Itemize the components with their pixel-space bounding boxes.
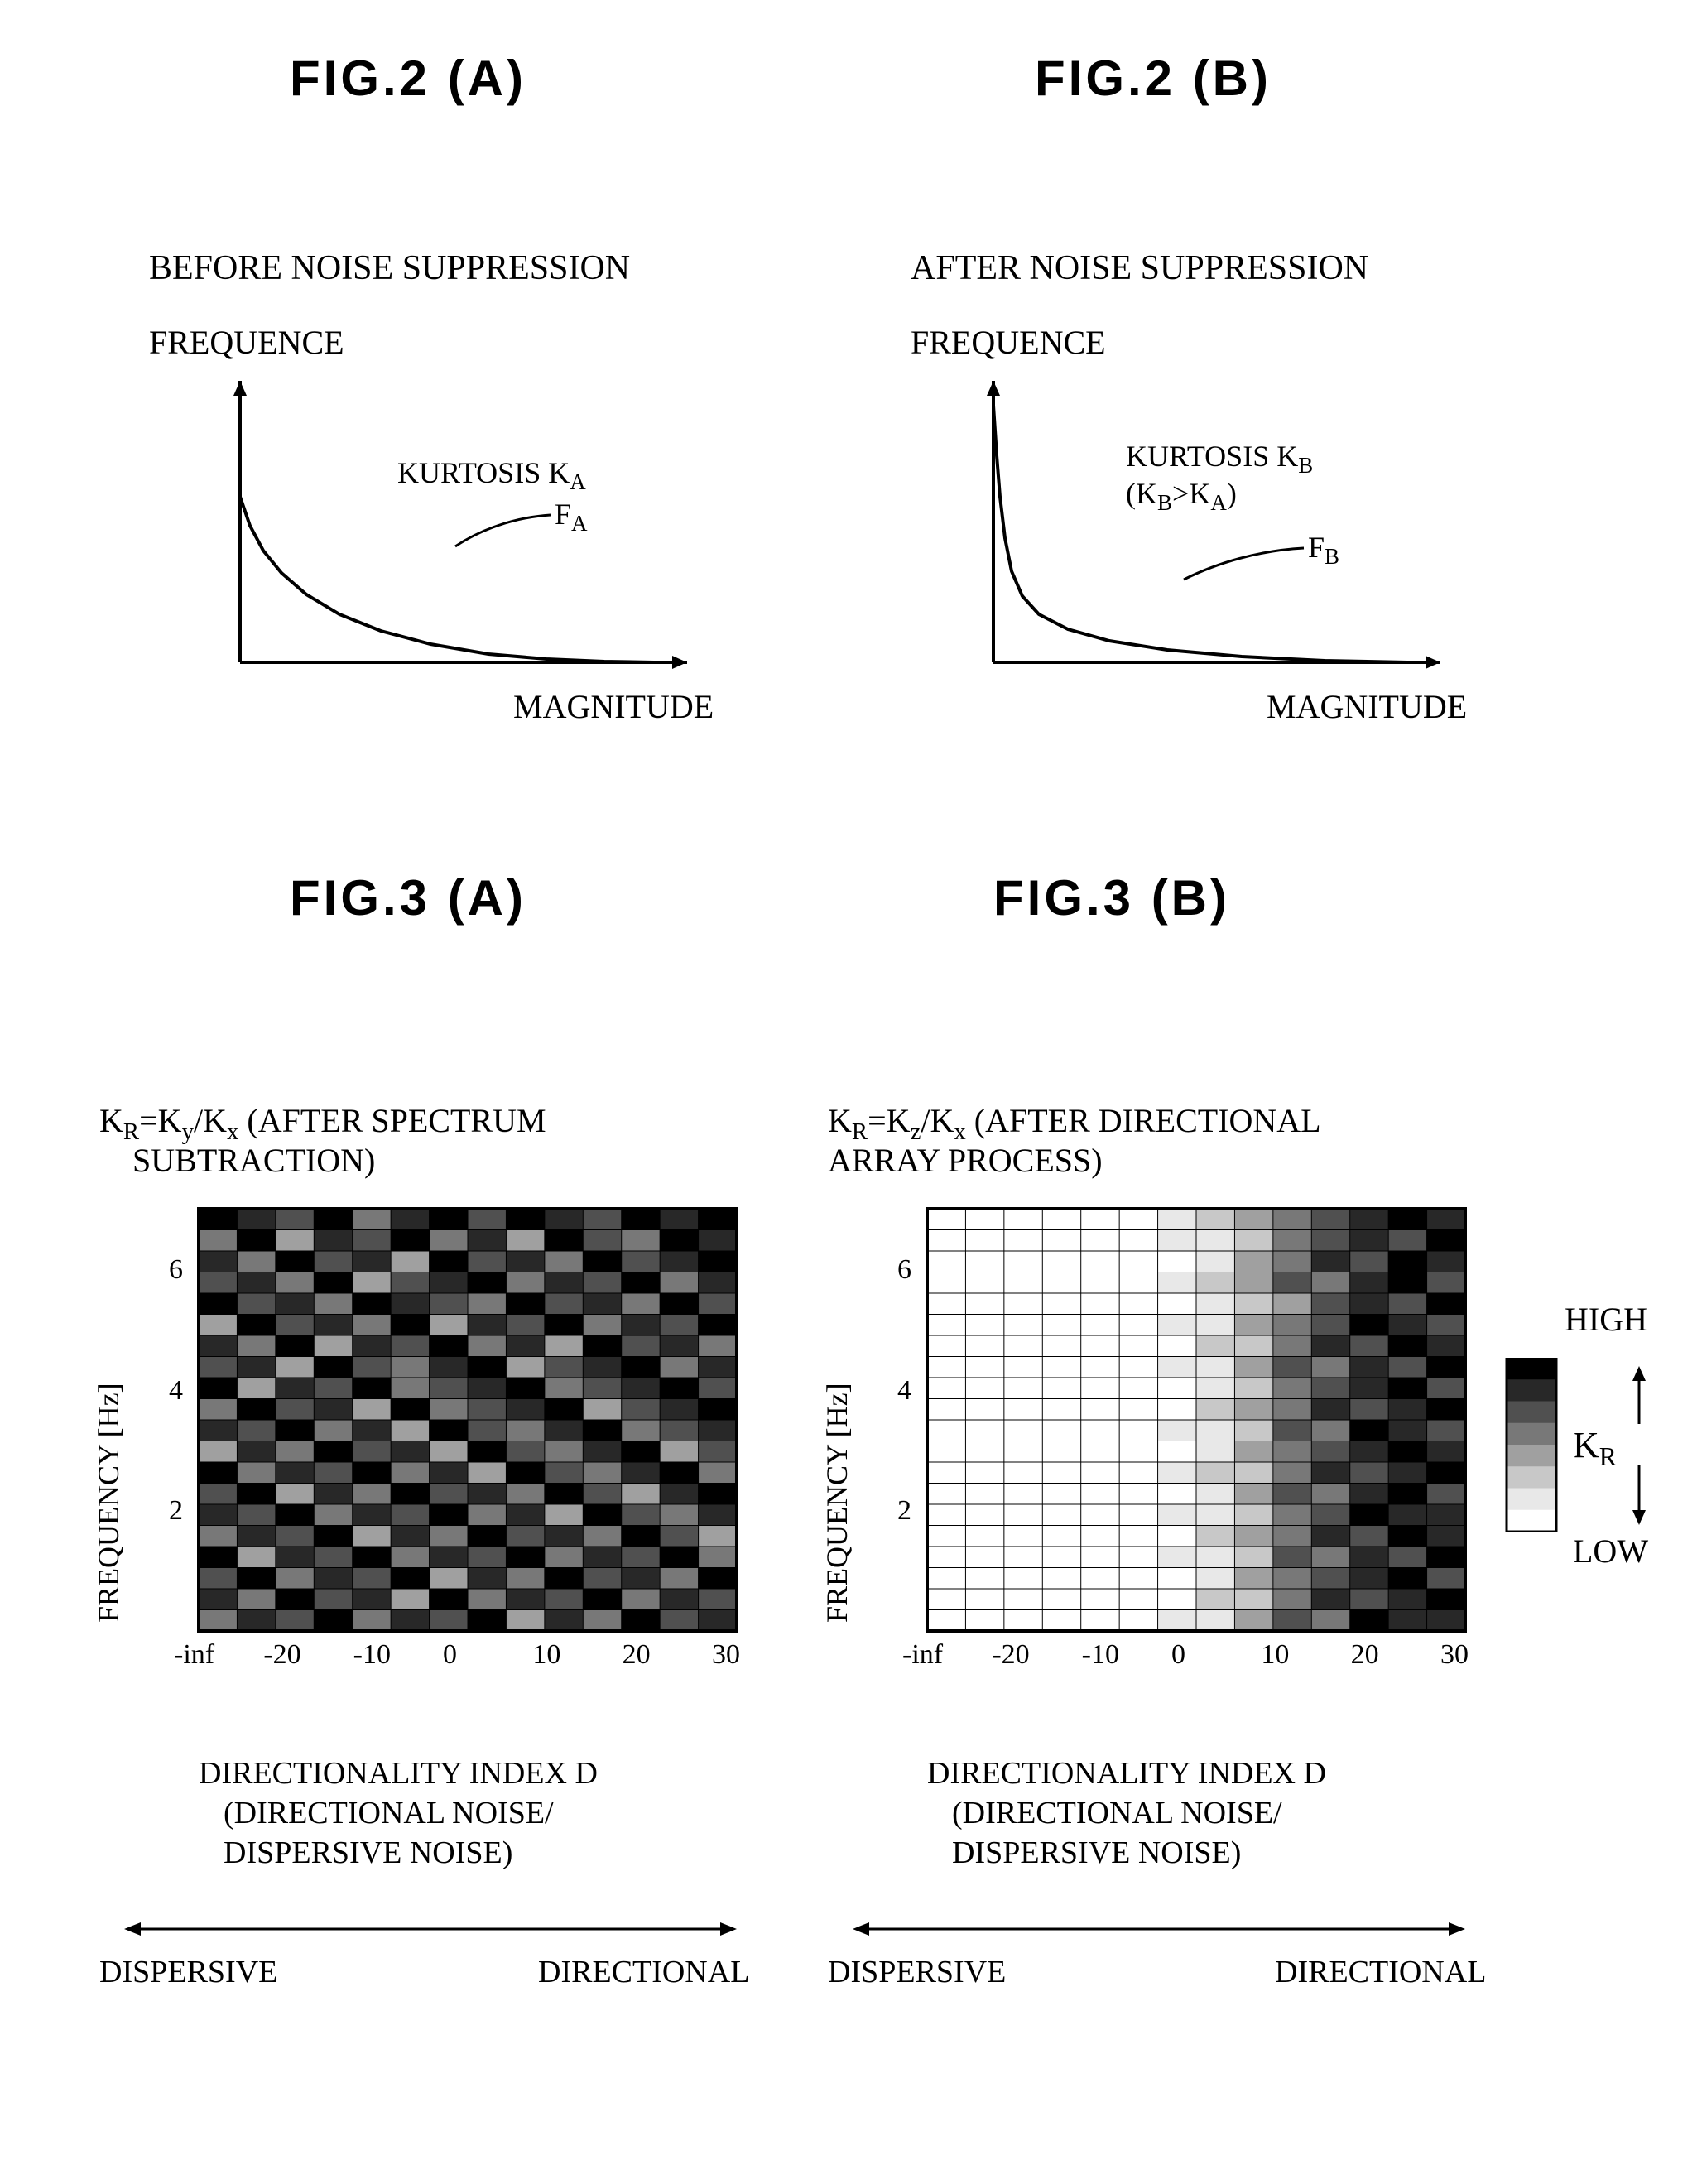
f3a-k: K [99, 1102, 123, 1139]
xtick: 10 [1261, 1639, 1289, 1671]
fig2a-chart [207, 364, 704, 695]
fig2a-kurtosis-sub: A [570, 469, 586, 494]
fig3b-xlabel3: DISPERSIVE NOISE) [952, 1835, 1241, 1871]
fig2a-kurtosis-text: KURTOSIS K [397, 456, 570, 489]
fig2b-xlabel: MAGNITUDE [1267, 687, 1467, 726]
xtick: 30 [712, 1639, 740, 1671]
legend-kr: KR [1573, 1424, 1617, 1472]
fig3a-formula2: SUBTRACTION) [132, 1141, 375, 1180]
fig2a-xlabel: MAGNITUDE [513, 687, 714, 726]
legend-kr-r: R [1599, 1442, 1617, 1471]
kr-legend [1498, 1358, 1573, 1532]
fig3a-dispersive: DISPERSIVE [99, 1954, 277, 1990]
fig3b-heatmap [877, 1200, 1474, 1681]
fig3b-xlabel2: (DIRECTIONAL NOISE/ [952, 1795, 1282, 1831]
fig2a-title: FIG.2 (A) [290, 50, 526, 107]
f3b-rest: (AFTER DIRECTIONAL [974, 1102, 1321, 1139]
ytick: 6 [897, 1254, 911, 1286]
fig2b-subtitle: AFTER NOISE SUPPRESSION [911, 248, 1368, 288]
fig2b-kurtosis-text: KURTOSIS K [1126, 440, 1298, 473]
xtick: -10 [1082, 1639, 1119, 1671]
xtick: 20 [623, 1639, 651, 1671]
fig2b-extra-end: ) [1227, 477, 1237, 510]
f3b-eq: =K [868, 1102, 910, 1139]
fig3a-ylabel: FREQUENCY [Hz] [91, 1383, 126, 1623]
xtick: 0 [443, 1639, 457, 1671]
f3b-sl: /K [921, 1102, 954, 1139]
xtick: 0 [1171, 1639, 1185, 1671]
fig2b-extra-mid: >K [1172, 477, 1210, 510]
fig3b-formula: KR=Kz/Kx (AFTER DIRECTIONAL [828, 1101, 1321, 1146]
fig3a-xlabel1: DIRECTIONALITY INDEX D [199, 1755, 598, 1792]
f3a-sl: /K [194, 1102, 227, 1139]
fig2b-ylabel: FREQUENCE [911, 323, 1106, 362]
xtick: -20 [263, 1639, 300, 1671]
fig2b-fb-sub: B [1325, 544, 1339, 569]
fig2a-curve-label: FA [555, 497, 588, 536]
f3a-rest: (AFTER SPECTRUM [247, 1102, 546, 1139]
fig2b-title: FIG.2 (B) [1035, 50, 1272, 107]
fig3b-direction-arrow [828, 1904, 1490, 1954]
xtick: -20 [992, 1639, 1029, 1671]
fig2b-kurtosis-extra: (KB>KA) [1126, 476, 1237, 516]
legend-kr-k: K [1573, 1425, 1599, 1465]
fig3b-directional: DIRECTIONAL [1275, 1954, 1486, 1990]
ytick: 6 [169, 1254, 183, 1286]
fig3a-directional: DIRECTIONAL [538, 1954, 749, 1990]
fig2a-fa-sub: A [571, 511, 588, 536]
fig2b-kurtosis: KURTOSIS KB [1126, 439, 1313, 479]
fig3b-title: FIG.3 (B) [993, 869, 1230, 926]
fig3b-formula2: ARRAY PROCESS) [828, 1141, 1103, 1180]
fig3b-dispersive: DISPERSIVE [828, 1954, 1006, 1990]
fig2a-fa: F [555, 498, 571, 531]
f3b-k: K [828, 1102, 852, 1139]
xtick: -inf [902, 1639, 943, 1671]
fig3a-title: FIG.3 (A) [290, 869, 526, 926]
fig2b-chart [960, 364, 1457, 695]
fig3a-formula: KR=Ky/Kx (AFTER SPECTRUM [99, 1101, 546, 1146]
xtick: 30 [1440, 1639, 1469, 1671]
fig2b-extra-1: (K [1126, 477, 1157, 510]
f3a-eq: =K [139, 1102, 181, 1139]
fig2b-fb: F [1308, 531, 1325, 564]
fig3a-heatmap [149, 1200, 745, 1681]
legend-high: HIGH [1565, 1300, 1647, 1339]
xtick: 20 [1351, 1639, 1379, 1671]
fig3a-direction-arrow [99, 1904, 762, 1954]
fig3b-ylabel: FREQUENCY [Hz] [820, 1383, 854, 1623]
fig3a-xlabel3: DISPERSIVE NOISE) [224, 1835, 512, 1871]
fig3b-xlabel1: DIRECTIONALITY INDEX D [927, 1755, 1326, 1792]
fig3a-xlabel2: (DIRECTIONAL NOISE/ [224, 1795, 554, 1831]
xtick: 10 [532, 1639, 560, 1671]
ytick: 2 [169, 1495, 183, 1527]
fig2b-kurtosis-sub: B [1298, 453, 1313, 478]
ytick: 2 [897, 1495, 911, 1527]
ytick: 4 [169, 1375, 183, 1407]
ytick: 4 [897, 1375, 911, 1407]
legend-arrows [1623, 1341, 1656, 1548]
fig2a-ylabel: FREQUENCE [149, 323, 344, 362]
fig2b-curve-label: FB [1308, 530, 1339, 570]
fig2b-extra-sub1: B [1157, 490, 1172, 515]
fig2a-kurtosis: KURTOSIS KA [397, 455, 586, 495]
xtick: -inf [174, 1639, 214, 1671]
fig2a-subtitle: BEFORE NOISE SUPPRESSION [149, 248, 630, 288]
fig2b-extra-sub2: A [1210, 490, 1227, 515]
xtick: -10 [353, 1639, 391, 1671]
